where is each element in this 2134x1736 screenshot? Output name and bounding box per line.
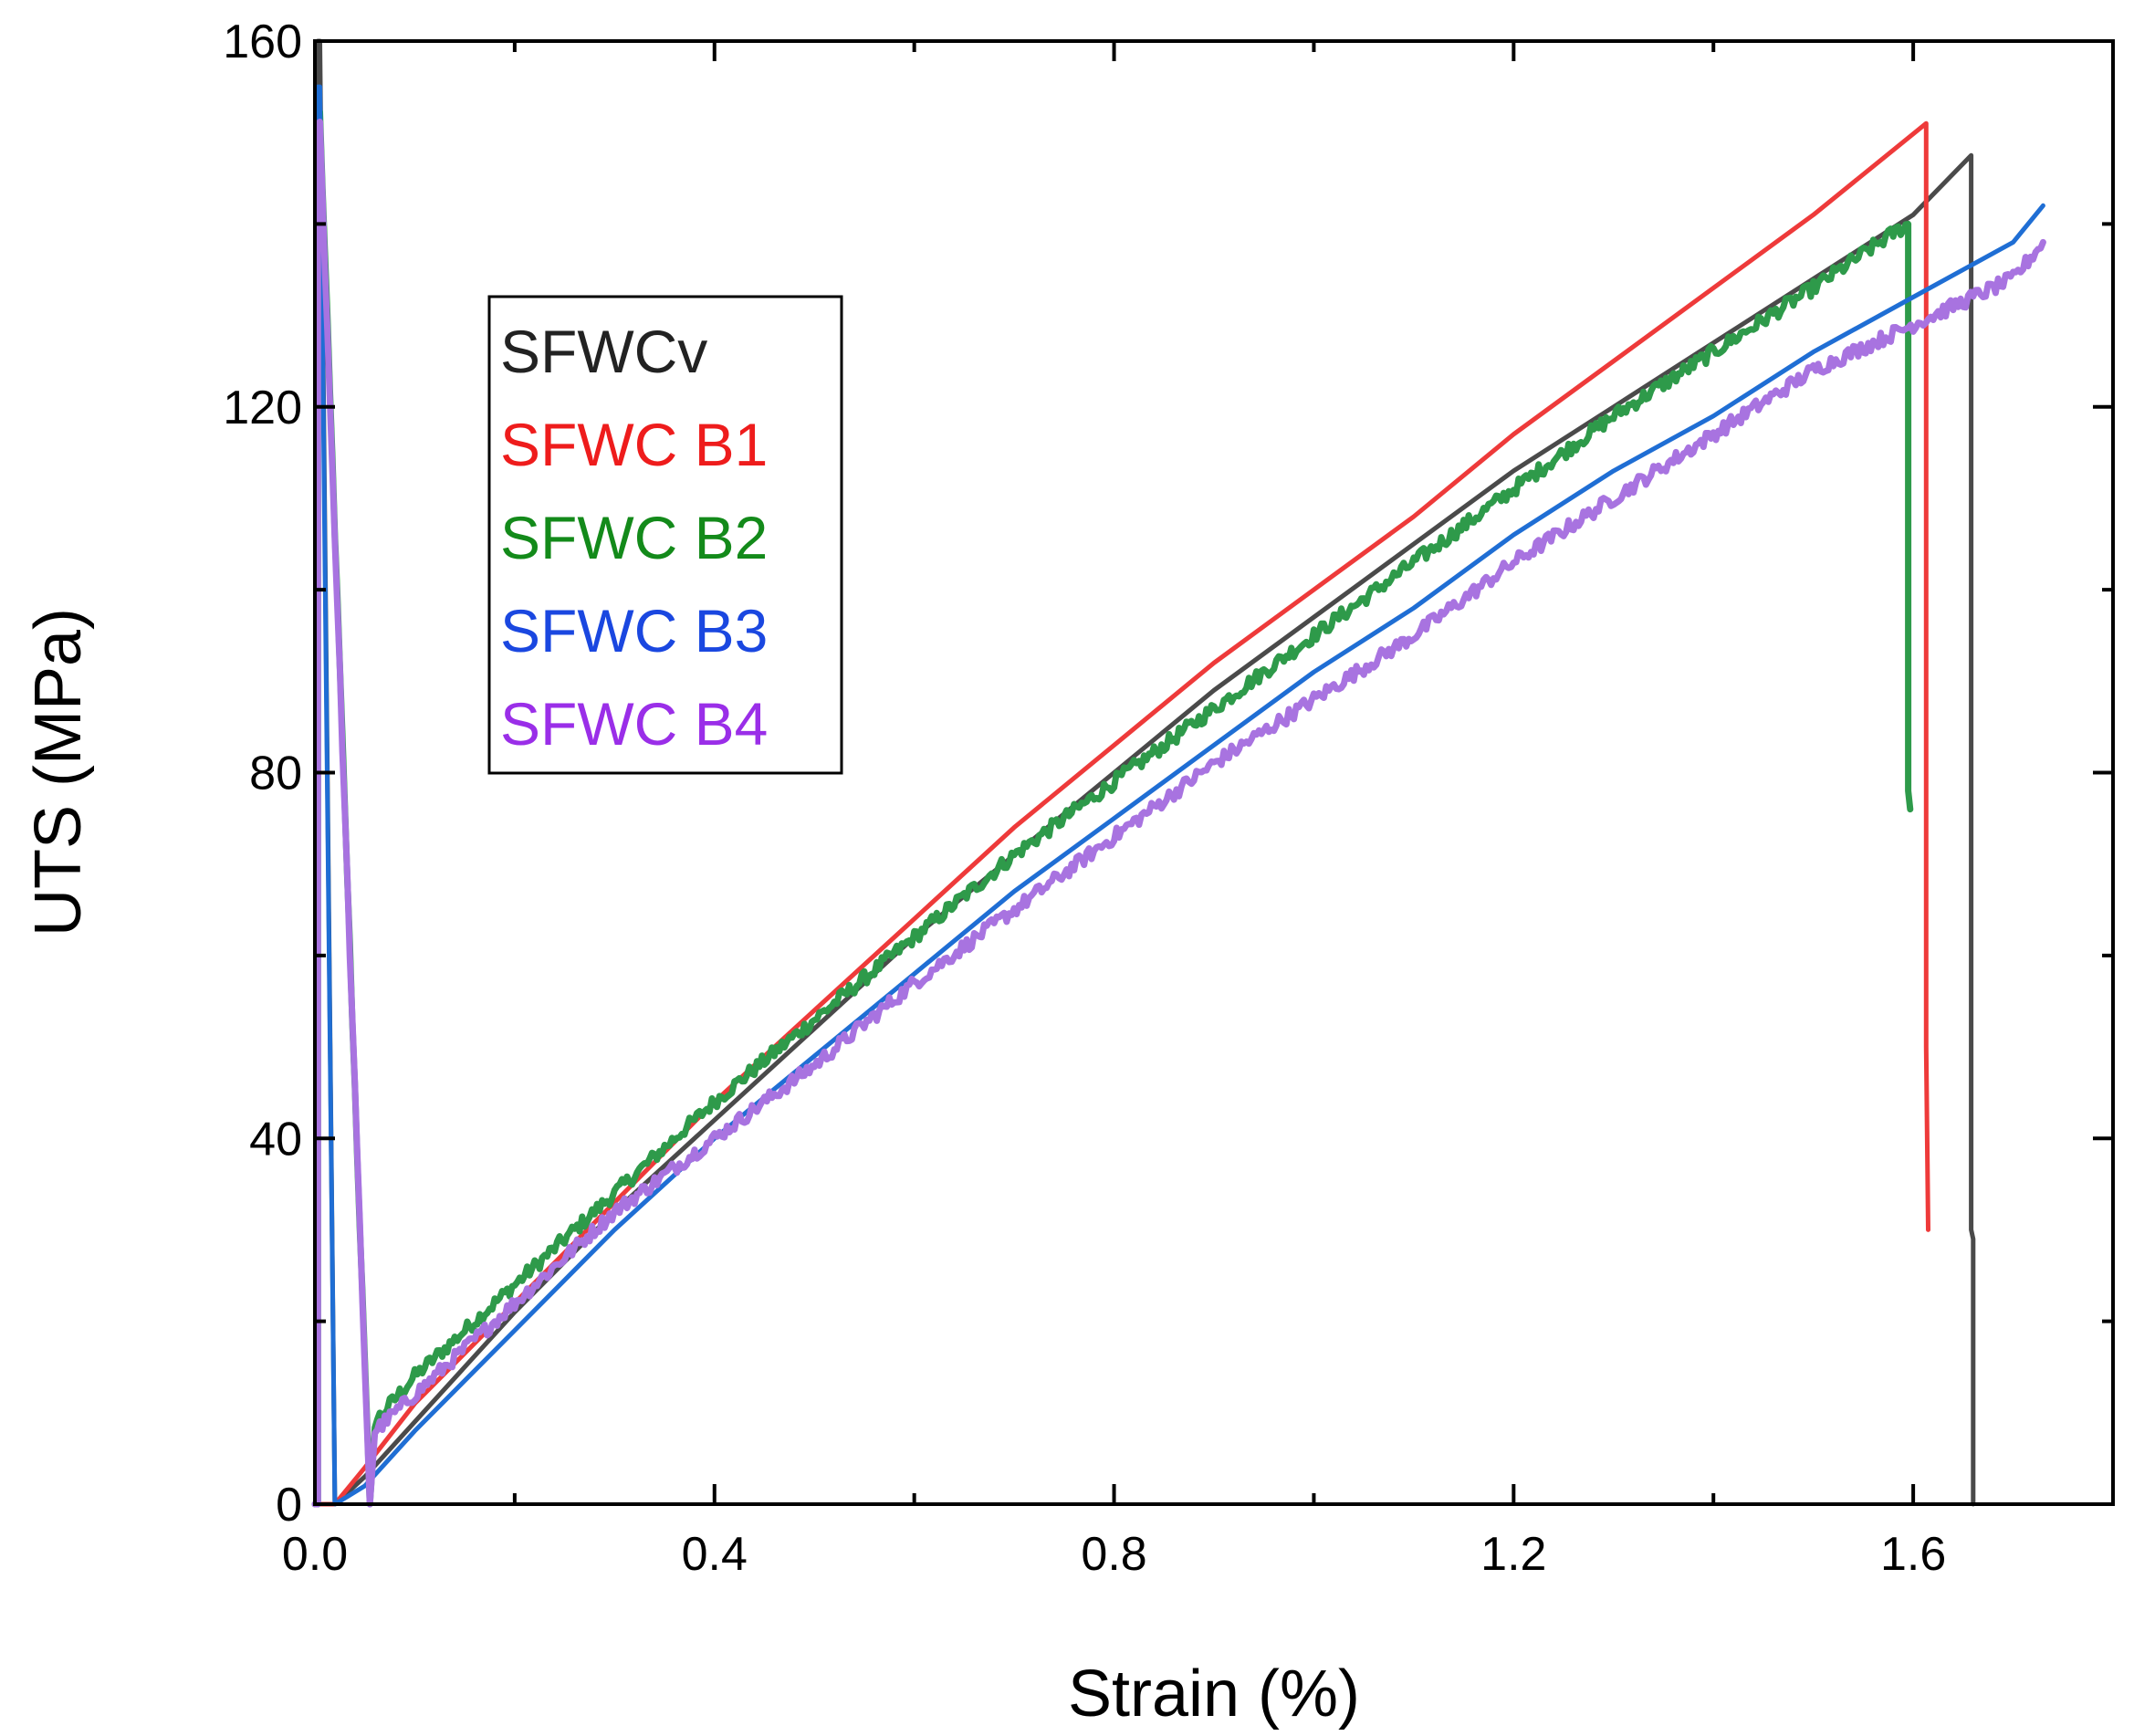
x-tick-label: 0.8 xyxy=(1081,1528,1146,1581)
y-tick-label: 160 xyxy=(223,16,302,68)
series-layer xyxy=(311,38,2046,1508)
x-tick-label: 1.6 xyxy=(1880,1528,1946,1581)
legend-entry-sfwc-b1: SFWC B1 xyxy=(500,411,768,478)
y-tick-label: 40 xyxy=(249,1113,302,1166)
legend-entry-sfwcv: SFWCv xyxy=(500,318,707,385)
series-line-sfwc-b4 xyxy=(311,119,2046,1508)
legend-entry-sfwc-b3: SFWC B3 xyxy=(500,597,768,664)
legend-entry-sfwc-b4: SFWC B4 xyxy=(500,690,768,758)
ticks-layer xyxy=(313,39,2115,1506)
y-tick-label: 80 xyxy=(249,748,302,800)
x-tick-label: 0.0 xyxy=(282,1528,348,1581)
series-line-sfwc-b1 xyxy=(312,120,1930,1507)
series-line-sfwc-b2 xyxy=(311,109,1914,1508)
y-axis-title: UTS (MPa) xyxy=(22,608,95,936)
y-tick-label: 120 xyxy=(223,382,302,434)
y-tick-label: 0 xyxy=(276,1479,302,1532)
legend: SFWCv SFWC B1 SFWC B2 SFWC B3 SFWC B4 xyxy=(487,295,843,775)
series-line-sfwc-b3 xyxy=(312,84,2045,1507)
tick-labels-layer: 0.0 0.4 0.8 1.2 1.6 0 40 80 120 160 xyxy=(223,16,1946,1581)
legend-box xyxy=(487,295,843,775)
legend-entry-sfwc-b2: SFWC B2 xyxy=(500,504,768,571)
x-tick-label: 0.4 xyxy=(682,1528,748,1581)
x-axis-title: Strain (%) xyxy=(1068,1658,1360,1731)
x-tick-label: 1.2 xyxy=(1480,1528,1546,1581)
